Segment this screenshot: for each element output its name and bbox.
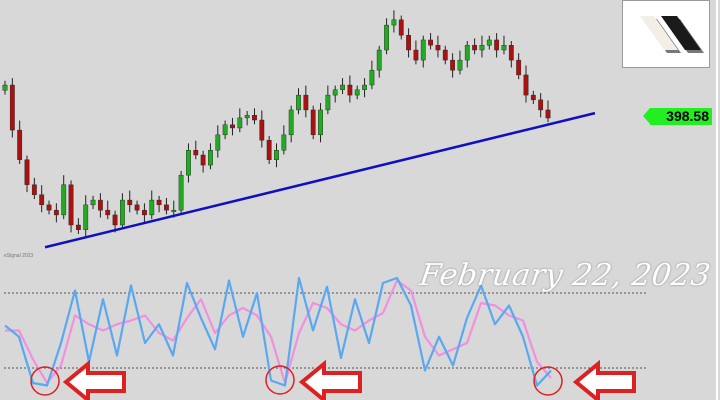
candle xyxy=(39,185,45,213)
candle xyxy=(494,33,500,58)
candle xyxy=(288,105,294,143)
candle xyxy=(105,200,111,220)
candle xyxy=(457,50,463,75)
candle xyxy=(259,110,265,148)
candle xyxy=(208,143,213,170)
candle xyxy=(508,41,514,68)
candle xyxy=(149,190,155,220)
candle xyxy=(303,85,309,118)
candle xyxy=(530,90,536,105)
candlestick-series xyxy=(2,10,551,238)
highlight-circle xyxy=(265,365,295,395)
candle xyxy=(53,203,59,223)
candle xyxy=(296,88,301,115)
candle xyxy=(310,105,316,140)
candle xyxy=(391,10,397,33)
candle xyxy=(354,85,360,100)
candle xyxy=(127,190,133,213)
candle xyxy=(134,200,140,215)
candle xyxy=(266,135,272,165)
candle xyxy=(156,195,162,213)
candle xyxy=(252,108,257,125)
candle xyxy=(274,143,279,168)
candle xyxy=(281,125,287,155)
candle xyxy=(325,85,331,115)
candle xyxy=(237,108,243,133)
candle xyxy=(68,180,74,233)
last-price-label: 398.58 xyxy=(643,108,712,125)
candle xyxy=(97,193,103,218)
candle xyxy=(200,150,206,173)
candle xyxy=(420,35,426,68)
candle xyxy=(230,117,235,136)
highlight-circle xyxy=(30,366,60,396)
candle xyxy=(120,193,125,230)
left-arrow-icon xyxy=(572,359,636,400)
candle xyxy=(75,218,81,235)
candle xyxy=(186,143,191,183)
candle xyxy=(193,140,199,160)
highlight-circle xyxy=(533,366,563,396)
candle xyxy=(9,78,15,138)
candle xyxy=(340,78,345,95)
candle xyxy=(376,45,382,78)
candle xyxy=(90,195,96,210)
candle xyxy=(222,120,228,140)
watermark: eSignal 2023 xyxy=(4,253,34,259)
candle xyxy=(464,41,470,68)
candle xyxy=(450,53,456,78)
candle xyxy=(318,103,323,143)
annotations xyxy=(30,359,636,400)
candle xyxy=(523,65,529,103)
candle xyxy=(545,100,551,123)
candle xyxy=(112,210,118,233)
candle xyxy=(61,175,67,220)
candle xyxy=(83,195,89,238)
candle xyxy=(178,170,184,215)
candle xyxy=(46,200,52,215)
candle xyxy=(442,45,448,65)
candle xyxy=(362,78,367,98)
axis-divider xyxy=(716,0,718,400)
date-annotation: February 22, 2023 xyxy=(417,258,714,293)
candle xyxy=(384,18,389,55)
candle xyxy=(501,35,507,55)
candle xyxy=(24,155,30,193)
candle xyxy=(406,28,411,58)
candle xyxy=(428,33,433,50)
candle xyxy=(435,35,441,58)
candle xyxy=(538,92,544,118)
candle xyxy=(472,38,478,55)
candle xyxy=(398,15,404,40)
candle xyxy=(31,177,37,200)
candle xyxy=(215,125,221,158)
stoch-k-line xyxy=(4,276,552,387)
candle xyxy=(244,111,250,126)
left-arrow-icon xyxy=(298,359,362,400)
stochastic-oscillator xyxy=(4,276,552,387)
candle xyxy=(516,53,522,80)
logo xyxy=(622,0,710,68)
candle xyxy=(486,35,492,50)
candle xyxy=(347,75,353,103)
candle xyxy=(369,60,375,90)
candle xyxy=(164,197,169,215)
candle xyxy=(142,203,147,223)
candle xyxy=(17,120,23,165)
trendline xyxy=(44,111,596,249)
candle xyxy=(332,85,338,103)
candle xyxy=(479,35,485,58)
left-arrow-icon xyxy=(62,359,126,400)
candle xyxy=(413,40,419,65)
logo-icon xyxy=(640,16,704,53)
candle xyxy=(2,80,8,95)
